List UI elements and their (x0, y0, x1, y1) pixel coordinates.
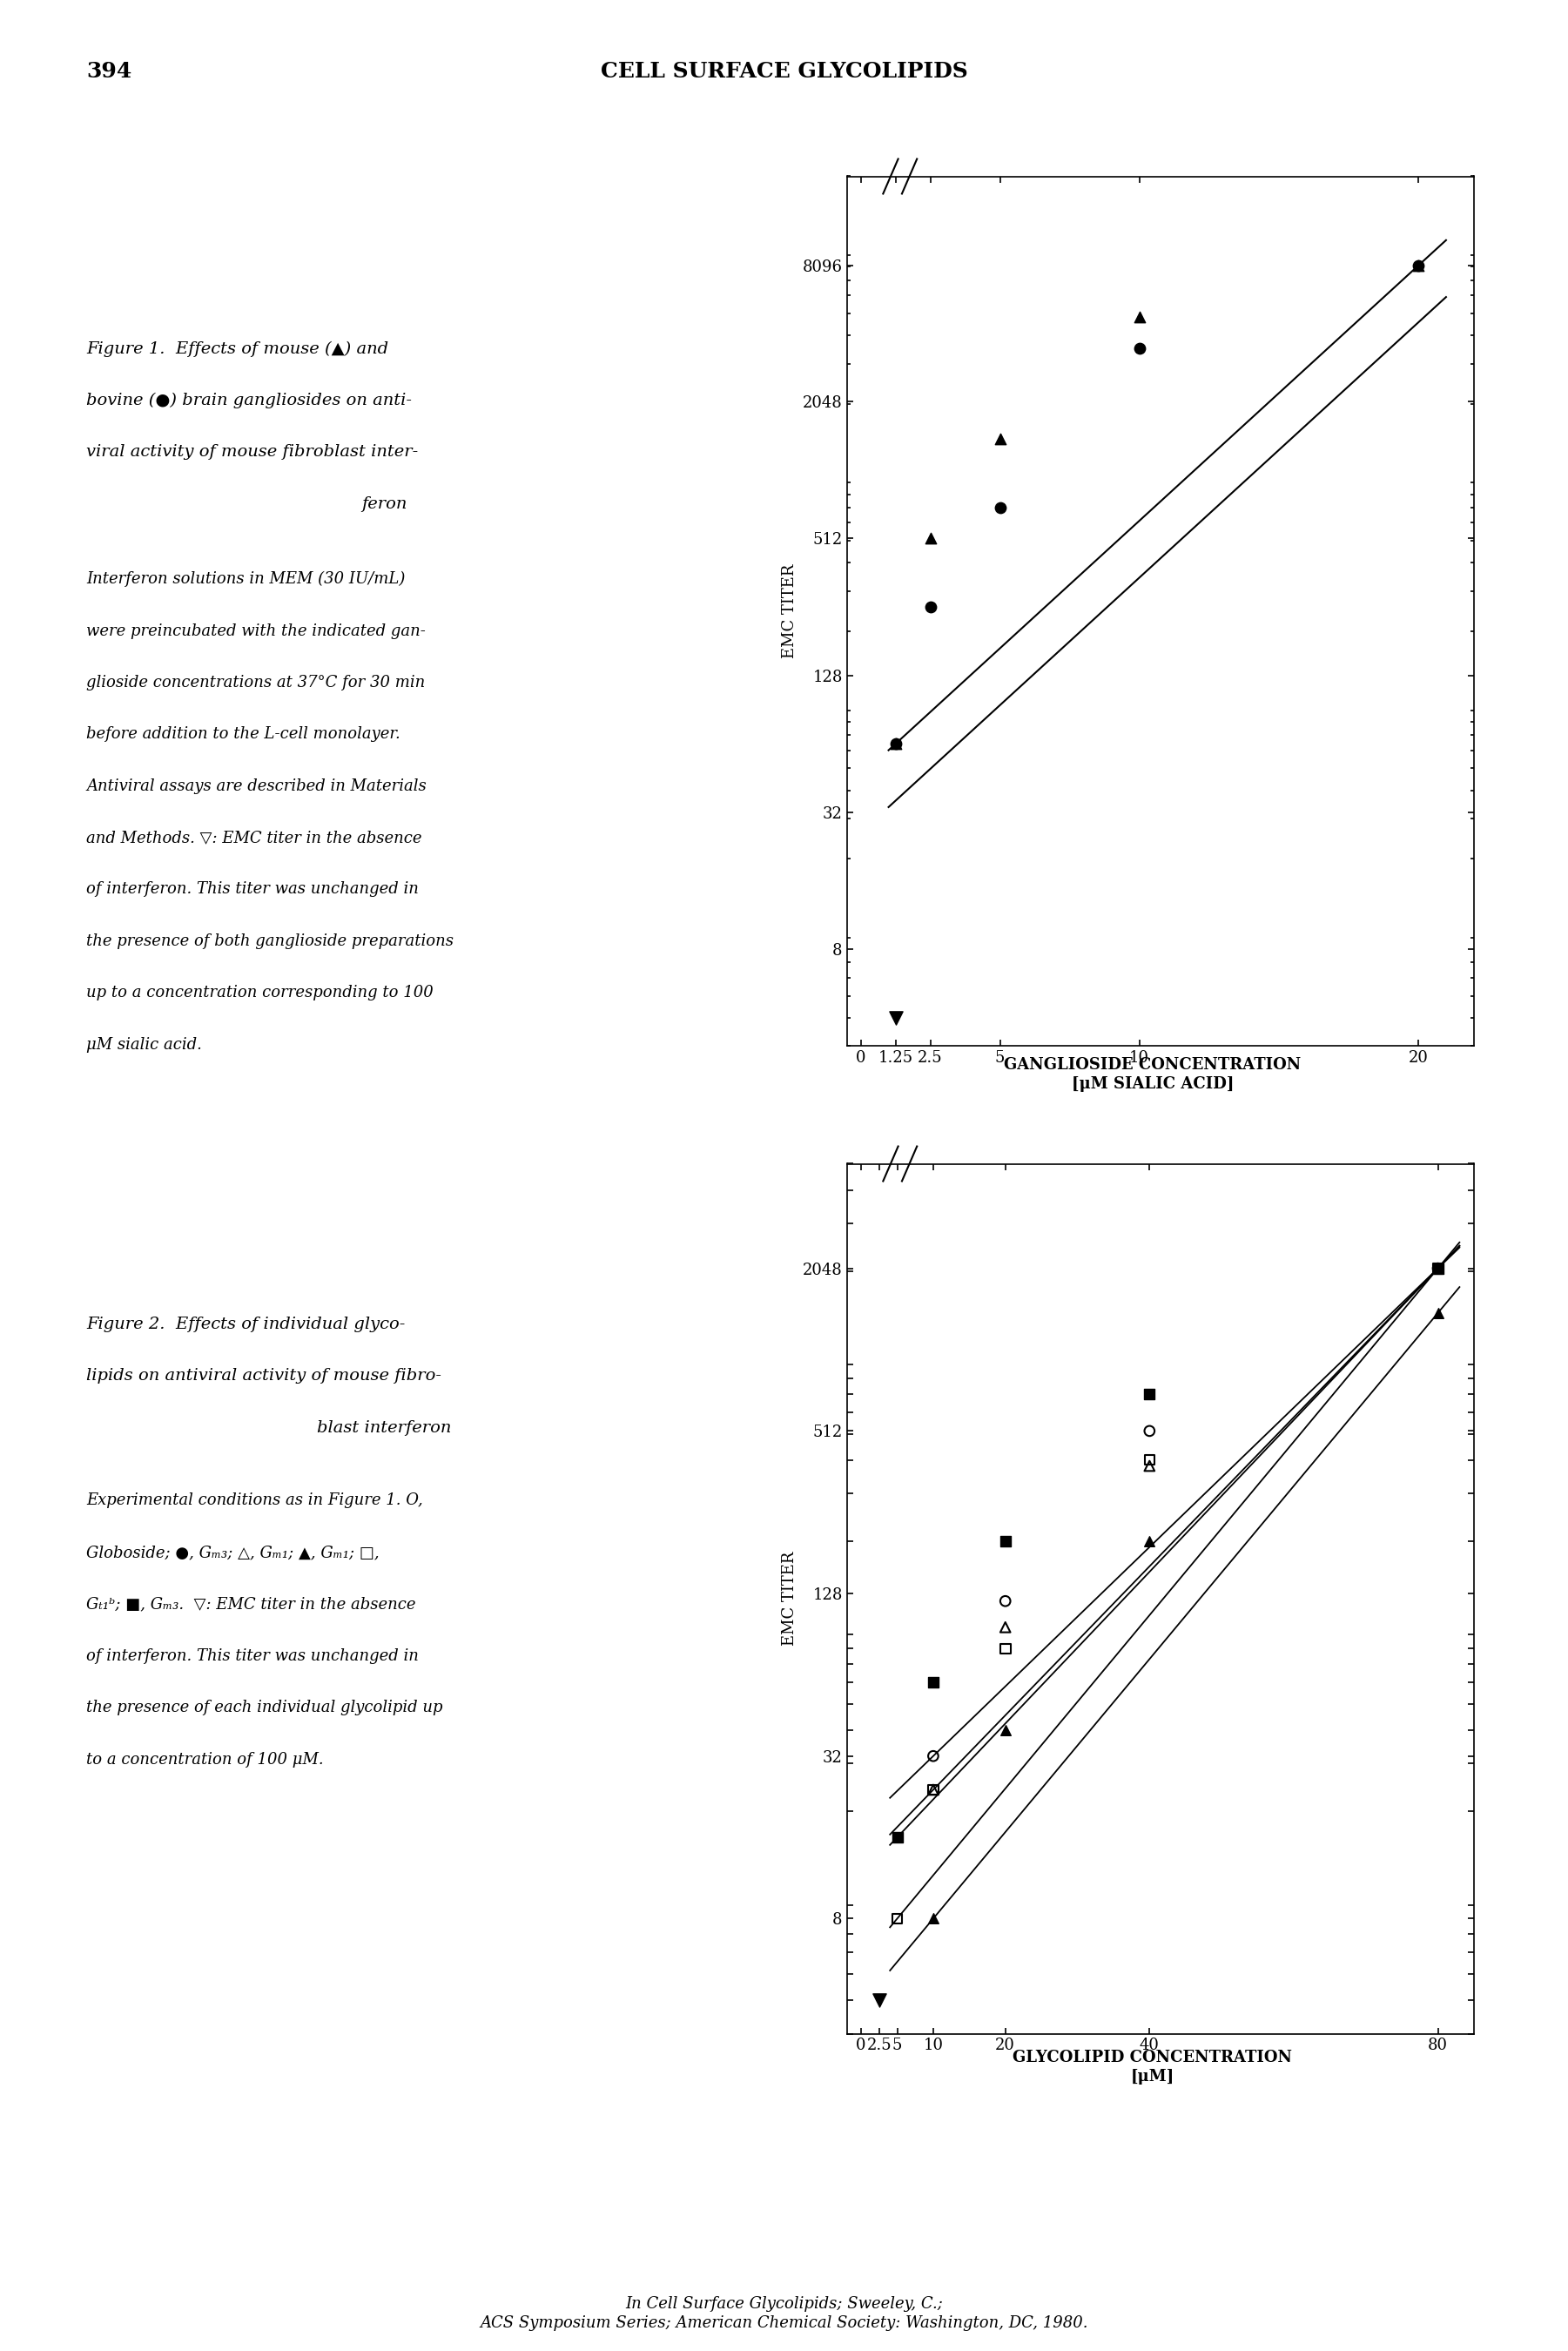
Text: bovine (●) brain gangliosides on anti-: bovine (●) brain gangliosides on anti- (86, 393, 412, 409)
Point (920, 1770, 946, 1808)
Point (1137, 1375, 1162, 1413)
Point (917, 588, 942, 625)
Text: ACS Symposium Series; American Chemical Society: Washington, DC, 1980.: ACS Symposium Series; American Chemical … (480, 2316, 1088, 2330)
Text: μM sialic acid.: μM sialic acid. (86, 1037, 202, 1053)
Point (884, 1820, 909, 1857)
Point (883, 999, 908, 1037)
Point (1405, 247, 1430, 284)
Text: the presence of both ganglioside preparations: the presence of both ganglioside prepara… (86, 933, 453, 950)
Point (920, 1665, 946, 1702)
Text: [μM]: [μM] (1131, 2069, 1174, 2083)
Text: Experimental conditions as in Figure 1. O,: Experimental conditions as in Figure 1. … (86, 1493, 423, 1509)
Point (917, 520, 942, 557)
Point (993, 1523, 1018, 1561)
Text: up to a concentration corresponding to 100: up to a concentration corresponding to 1… (86, 985, 433, 1002)
Point (993, 1629, 1018, 1667)
Point (867, 1982, 892, 2020)
Point (1137, 1413, 1162, 1451)
Text: of interferon. This titer was unchanged in: of interferon. This titer was unchanged … (86, 882, 419, 898)
Point (1425, 1251, 1450, 1288)
Point (1405, 247, 1430, 284)
Point (1127, 329, 1152, 367)
Text: of interferon. This titer was unchanged in: of interferon. This titer was unchanged … (86, 1648, 419, 1665)
Text: before addition to the L-cell monolayer.: before addition to the L-cell monolayer. (86, 726, 400, 743)
Point (1137, 1448, 1162, 1486)
Text: In Cell Surface Glycolipids; Sweeley, C.;: In Cell Surface Glycolipids; Sweeley, C.… (626, 2297, 942, 2311)
Point (920, 1770, 946, 1808)
Point (920, 1900, 946, 1937)
Text: CELL SURFACE GLYCOLIPIDS: CELL SURFACE GLYCOLIPIDS (601, 61, 967, 82)
Text: Figure 2.  Effects of individual glyco-: Figure 2. Effects of individual glyco- (86, 1317, 405, 1333)
Text: lipids on antiviral activity of mouse fibro-: lipids on antiviral activity of mouse fi… (86, 1368, 442, 1385)
Point (993, 1712, 1018, 1749)
Text: Globoside; ●, Gₘ₃; △, Gₘ₁; ▲, Gₘ₁; □,: Globoside; ●, Gₘ₃; △, Gₘ₁; ▲, Gₘ₁; □, (86, 1545, 379, 1561)
Point (993, 1582, 1018, 1620)
Text: to a concentration of 100 μM.: to a concentration of 100 μM. (86, 1751, 323, 1768)
Point (988, 421, 1013, 458)
Text: GLYCOLIPID CONCENTRATION: GLYCOLIPID CONCENTRATION (1013, 2050, 1292, 2064)
Point (883, 724, 908, 762)
Point (1425, 1251, 1450, 1288)
Text: and Methods. ▽: EMC titer in the absence: and Methods. ▽: EMC titer in the absence (86, 830, 422, 846)
Point (988, 489, 1013, 527)
Point (883, 724, 908, 762)
Text: Interferon solutions in MEM (30 IU/mL): Interferon solutions in MEM (30 IU/mL) (86, 571, 405, 588)
Y-axis label: EMC TITER: EMC TITER (782, 564, 798, 658)
Text: Figure 1.  Effects of mouse (▲) and: Figure 1. Effects of mouse (▲) and (86, 341, 389, 357)
Point (1425, 1251, 1450, 1288)
Text: Antiviral assays are described in Materials: Antiviral assays are described in Materi… (86, 778, 426, 795)
Text: glioside concentrations at 37°C for 30 min: glioside concentrations at 37°C for 30 m… (86, 675, 425, 691)
Point (1137, 1523, 1162, 1561)
Text: Gₜ₁ᵇ; ■, Gₘ₃.  ▽: EMC titer in the absence: Gₜ₁ᵇ; ■, Gₘ₃. ▽: EMC titer in the absenc… (86, 1596, 416, 1613)
Point (1425, 1251, 1450, 1288)
Point (1137, 1441, 1162, 1479)
Text: feron: feron (361, 496, 408, 513)
Text: the presence of each individual glycolipid up: the presence of each individual glycolip… (86, 1700, 442, 1716)
Text: 394: 394 (86, 61, 132, 82)
Point (1425, 1293, 1450, 1331)
Point (920, 1737, 946, 1775)
Text: [μM SIALIC ACID]: [μM SIALIC ACID] (1071, 1077, 1234, 1091)
Text: GANGLIOSIDE CONCENTRATION: GANGLIOSIDE CONCENTRATION (1004, 1058, 1301, 1072)
Text: blast interferon: blast interferon (317, 1420, 452, 1436)
Point (1127, 299, 1152, 336)
Y-axis label: EMC TITER: EMC TITER (782, 1552, 798, 1646)
Text: viral activity of mouse fibroblast inter-: viral activity of mouse fibroblast inter… (86, 444, 419, 461)
Text: were preincubated with the indicated gan-: were preincubated with the indicated gan… (86, 623, 425, 639)
Point (993, 1608, 1018, 1646)
Point (884, 1900, 909, 1937)
